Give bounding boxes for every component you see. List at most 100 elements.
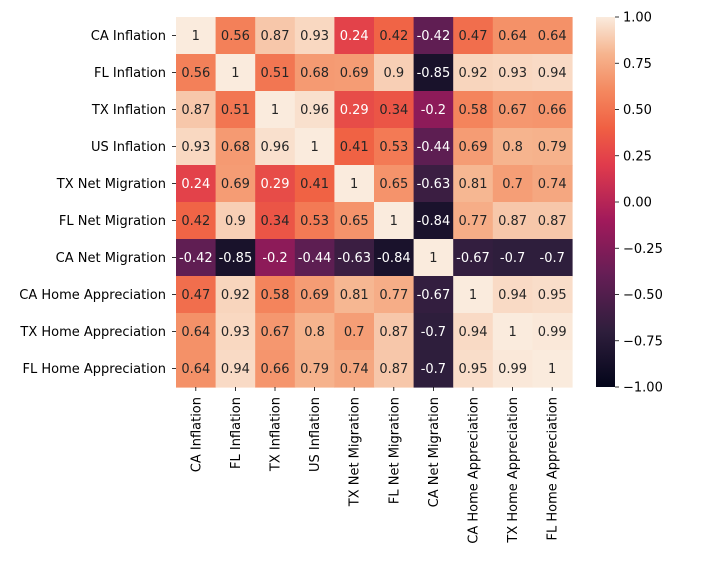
heatmap-cell [413,54,454,92]
cell-value-label: 0.87 [379,325,408,340]
heatmap-cell [215,128,256,166]
heatmap-cell [334,128,375,166]
heatmap-cell [334,91,375,129]
cell-value-label: 0.65 [340,214,369,229]
column-tick-label: FL Home Appreciation [546,397,561,540]
cell-value-label: 0.41 [300,177,329,192]
heatmap-cell [215,202,256,240]
colorbar-tick-label: 1.00 [623,11,652,26]
heatmap-cell [532,276,573,314]
cell-value-label: 0.47 [181,288,210,303]
cell-value-label: 0.41 [340,140,369,155]
cell-value-label: 0.8 [502,140,523,155]
heatmap-cell [294,202,335,240]
heatmap-cell [492,165,533,203]
heatmap-cell [453,54,494,92]
heatmap-cell [453,128,494,166]
cell-value-label: 0.93 [181,140,210,155]
cell-value-label: 0.69 [459,140,488,155]
cell-value-label: 0.67 [498,103,527,118]
heatmap-cell [453,165,494,203]
cell-value-label: 0.42 [181,214,210,229]
colorbar-gradient [596,17,615,387]
colorbar-tick-label: 0.50 [623,103,652,118]
colorbar-tick-label: 0.25 [623,149,652,164]
cell-value-label: 0.7 [344,325,365,340]
colorbar-tick-label: 0.75 [623,57,652,72]
heatmap-cell [453,17,494,55]
cell-value-label: 0.99 [538,325,567,340]
column-tick-label: TX Inflation [269,397,284,472]
heatmap-cell [334,350,375,388]
row-tick-label: CA Home Appreciation [19,288,166,303]
cell-value-label: 0.24 [181,177,210,192]
cell-value-label: 1 [469,288,477,303]
cell-value-label: 1 [350,177,358,192]
heatmap-cell [532,239,573,277]
heatmap-cell [334,165,375,203]
colorbar-tick-label: −0.75 [623,334,663,349]
cell-value-label: 0.42 [379,29,408,44]
colorbar-tick-label: −1.00 [623,381,663,396]
column-tick-label: US Inflation [308,397,323,472]
heatmap-cell [215,350,256,388]
cell-value-label: 0.94 [221,362,250,377]
heatmap-cell [294,165,335,203]
heatmap-cell [374,239,415,277]
heatmap-cell [176,202,217,240]
heatmap-cell [215,17,256,55]
heatmap-cell [532,91,573,129]
heatmap-cell [255,239,296,277]
cell-value-label: 0.68 [300,66,329,81]
column-tick-label: FL Net Migration [387,397,402,504]
heatmap-cell [294,350,335,388]
cell-value-label: -0.85 [417,66,451,81]
cell-value-label: 0.69 [300,288,329,303]
cell-value-label: 0.69 [221,177,250,192]
cell-value-label: 0.67 [261,325,290,340]
heatmap-cell [255,91,296,129]
heatmap-cell [532,350,573,388]
heatmap-cell [492,128,533,166]
cell-value-label: -0.63 [417,177,451,192]
heatmap-cell [413,202,454,240]
cell-value-label: -0.63 [337,251,371,266]
heatmap-cells [176,17,573,388]
heatmap-cell [176,350,217,388]
heatmap-cell [294,91,335,129]
heatmap-cell [413,276,454,314]
row-tick-label: TX Inflation [91,103,166,118]
row-tick-label: TX Home Appreciation [19,325,166,340]
heatmap-cell [334,276,375,314]
heatmap-cell [532,17,573,55]
cell-value-label: -0.84 [377,251,411,266]
heatmap-cell [374,350,415,388]
cell-value-label: 0.94 [498,288,527,303]
cell-value-label: 0.53 [300,214,329,229]
heatmap-cell [374,17,415,55]
heatmap-cell [413,128,454,166]
cell-value-label: 0.66 [261,362,290,377]
heatmap-cell [492,350,533,388]
row-tick-label: TX Net Migration [56,177,166,192]
heatmap-cell [492,276,533,314]
heatmap-cell [334,313,375,351]
heatmap-cell [532,165,573,203]
heatmap-cell [374,128,415,166]
heatmap-cell [532,128,573,166]
heatmap-cell [294,17,335,55]
cell-value-label: 0.58 [459,103,488,118]
heatmap-cell [255,128,296,166]
cell-value-label: -0.7 [500,251,525,266]
cell-value-label: -0.2 [262,251,287,266]
cell-value-label: 0.99 [498,362,527,377]
heatmap-cell [453,276,494,314]
cell-value-label: 0.77 [459,214,488,229]
heatmap-cell [453,350,494,388]
cell-value-label: 0.64 [538,29,567,44]
cell-value-label: 1 [508,325,516,340]
heatmap-cell [532,313,573,351]
heatmap-cell [453,202,494,240]
cell-value-label: 0.9 [225,214,246,229]
